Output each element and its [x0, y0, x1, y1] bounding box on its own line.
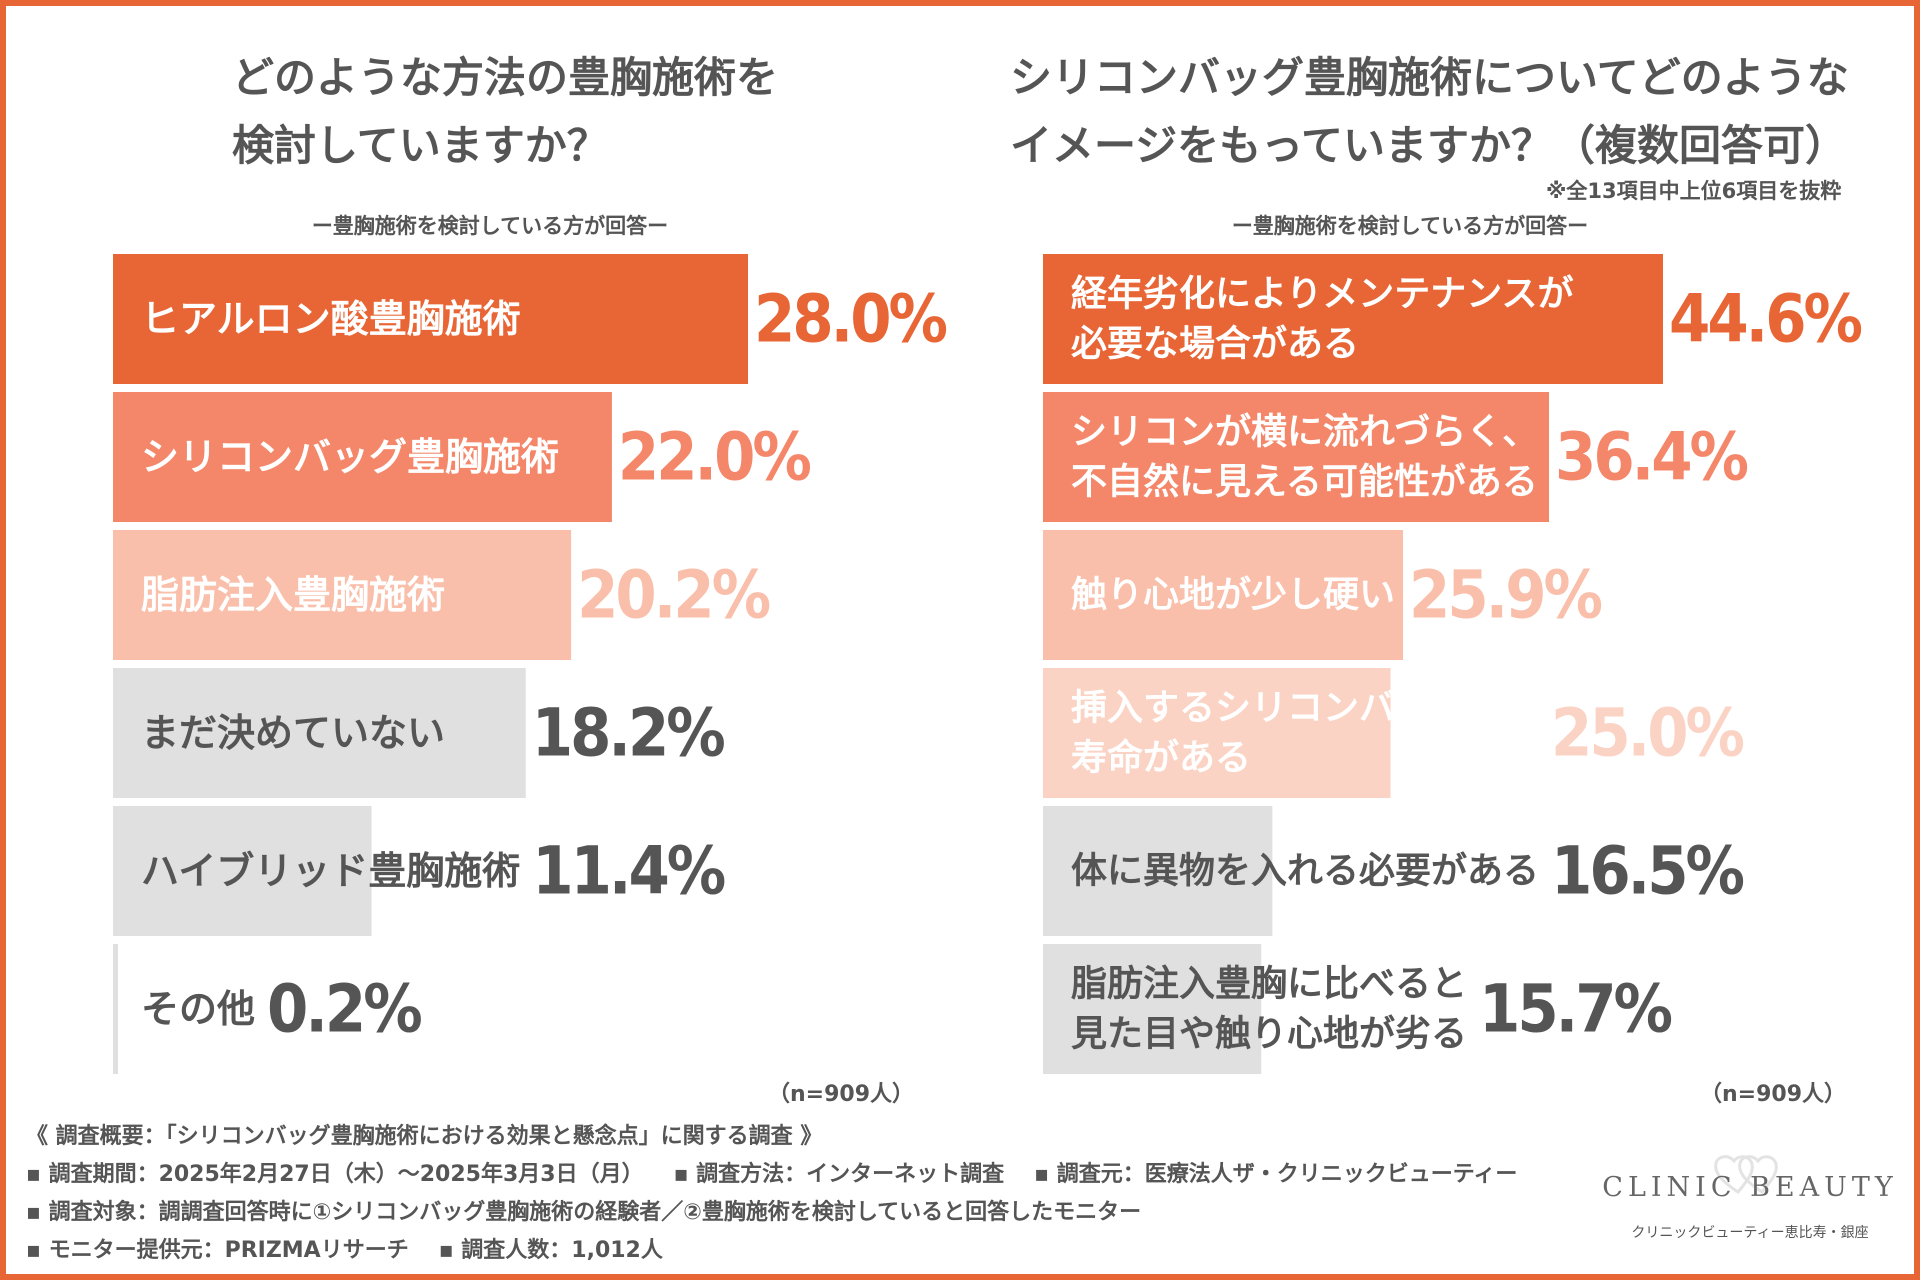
right-chart-note: ※全13項目中上位6項目を抜粋	[1546, 179, 1842, 203]
left-chart-title: どのような方法の豊胸施術を 検討していますか？	[232, 53, 779, 170]
survey-line-3: ▪ モニター提供元：PRIZMAリサーチ ▪ 調査人数：1,012人	[26, 1232, 1517, 1270]
right-bar-label-4: 挿入するシリコンバッグには寿命がある	[1071, 687, 1539, 778]
survey-organizer: ▪ 調査元：医療法人ザ・クリニックビューティー	[1034, 1162, 1518, 1187]
survey-period: ▪ 調査期間：2025年2月27日（木）〜2025年3月3日（月）	[26, 1162, 644, 1187]
left-bar-value-2: 22.0%	[618, 419, 811, 496]
left-bar-5	[113, 806, 372, 936]
right-bar-value-1: 44.6%	[1669, 281, 1862, 358]
left-bar-value-6: 0.2%	[267, 971, 421, 1048]
right-chart-subtitle: ー豊胸施術を検討している方が回答ー	[1231, 214, 1589, 238]
right-bar-label-6: 脂肪注入豊胸に比べると見た目や触り心地が劣る	[1071, 963, 1467, 1054]
right-bar-3	[1043, 530, 1404, 660]
right-bar-label-3: 触り心地が少し硬い	[1071, 575, 1395, 616]
right-bar-label-1: 経年劣化によりメンテナンスが必要な場合がある	[1071, 273, 1574, 364]
left-bar-value-4: 18.2%	[532, 695, 725, 772]
survey-heading: 《 調査概要：「シリコンバッグ豊胸施術における効果と懸念点」に関する調査 》	[26, 1124, 823, 1149]
right-bar-4	[1043, 668, 1391, 798]
left-bar-1	[113, 254, 748, 384]
right-chart-sample-size: （n=909人）	[1700, 1082, 1847, 1107]
survey-method: ▪ 調査方法：インターネット調査	[673, 1162, 1005, 1187]
right-bar-label-5: 体に異物を入れる必要がある	[1071, 851, 1539, 892]
survey-respondents: ▪ 調査人数：1,012人	[438, 1238, 663, 1263]
left-bar-value-1: 28.0%	[754, 281, 947, 358]
left-bar-value-3: 20.2%	[577, 557, 770, 634]
logo-name: CLINIC BEAUTY	[1602, 1172, 1898, 1203]
right-bar-value-5: 16.5%	[1551, 833, 1744, 910]
right-bar-value-6: 15.7%	[1479, 971, 1672, 1048]
clinic-logo: CLINIC BEAUTY クリニックビューティー恵比寿・銀座	[1600, 1150, 1900, 1250]
left-bar-label-1: ヒアルロン酸豊胸施術	[141, 297, 521, 341]
right-bar-6	[1043, 944, 1262, 1074]
left-bar-label-4: まだ決めていない	[141, 711, 445, 755]
right-bar-value-3: 25.9%	[1409, 557, 1602, 634]
left-bar-label-3: 脂肪注入豊胸施術	[141, 573, 445, 617]
left-bar-4	[113, 668, 526, 798]
left-bar-3	[113, 530, 572, 660]
right-bar-value-2: 36.4%	[1555, 419, 1748, 496]
logo-subtitle: クリニックビューティー恵比寿・銀座	[1631, 1225, 1869, 1241]
left-bar-2	[113, 392, 612, 522]
right-bar-5	[1043, 806, 1273, 936]
right-bar-label-2: シリコンが横に流れづらく、不自然に見える可能性がある	[1071, 411, 1538, 502]
survey-target: ▪ 調査対象：調調査回答時に①シリコンバッグ豊胸施術の経験者／②豊胸施術を検討し…	[26, 1200, 1142, 1225]
right-chart-title: シリコンバッグ豊胸施術についてどのような イメージをもっていますか？（複数回答可…	[1010, 53, 1849, 170]
right-bar-value-4: 25.0%	[1551, 695, 1744, 772]
right-bar-2	[1043, 392, 1550, 522]
left-bar-6	[113, 944, 118, 1074]
survey-line-1: ▪ 調査期間：2025年2月27日（木）〜2025年3月3日（月） ▪ 調査方法：…	[26, 1156, 1517, 1194]
left-chart-sample-size: （n=909人）	[768, 1082, 915, 1107]
right-bar-1	[1043, 254, 1663, 384]
left-bar-label-2: シリコンバッグ豊胸施術	[141, 435, 559, 479]
left-chart-subtitle: ー豊胸施術を検討している方が回答ー	[311, 214, 669, 238]
left-bar-label-5: ハイブリッド豊胸施術	[141, 849, 520, 893]
left-bar-value-5: 11.4%	[532, 833, 725, 910]
left-bar-label-6: その他	[141, 987, 255, 1031]
survey-provider: ▪ モニター提供元：PRIZMAリサーチ	[26, 1238, 409, 1263]
survey-overview: 《 調査概要：「シリコンバッグ豊胸施術における効果と懸念点」に関する調査 》 ▪…	[26, 1118, 1517, 1270]
interlocking-hearts-icon	[1714, 1155, 1778, 1194]
